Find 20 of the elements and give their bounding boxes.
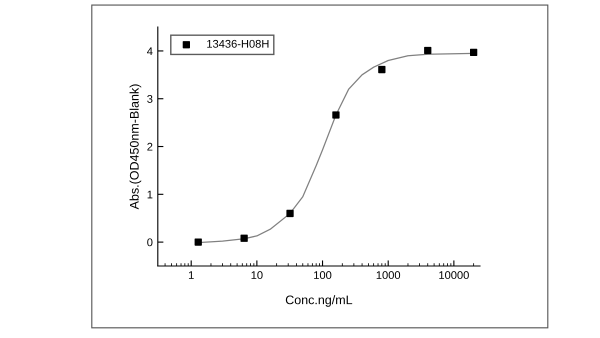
- point: [286, 210, 294, 218]
- point: [194, 238, 202, 246]
- point: [240, 234, 248, 242]
- x-tick-label: 100: [314, 271, 332, 280]
- x-tick-label: 10000: [439, 271, 469, 280]
- point: [332, 111, 340, 119]
- x-tick-label: 1000: [376, 271, 400, 280]
- y-tick-label: 3: [147, 94, 152, 103]
- y-tick-label: 0: [147, 238, 153, 246]
- x-tick-label: 10: [252, 271, 263, 280]
- y-tick-label: 2: [147, 142, 152, 151]
- x-tick-label: 1: [188, 271, 194, 279]
- x-axis-title: Conc.ng/mL: [286, 295, 352, 307]
- y-axis-title: Abs.(OD450nm-Blank): [130, 84, 142, 210]
- point: [424, 46, 432, 54]
- legend-label: 13436-H08H: [207, 40, 268, 48]
- point: [470, 48, 478, 56]
- y-tick-label: 4: [147, 47, 153, 55]
- y-tick-label: 1: [148, 190, 152, 198]
- point: [378, 66, 386, 74]
